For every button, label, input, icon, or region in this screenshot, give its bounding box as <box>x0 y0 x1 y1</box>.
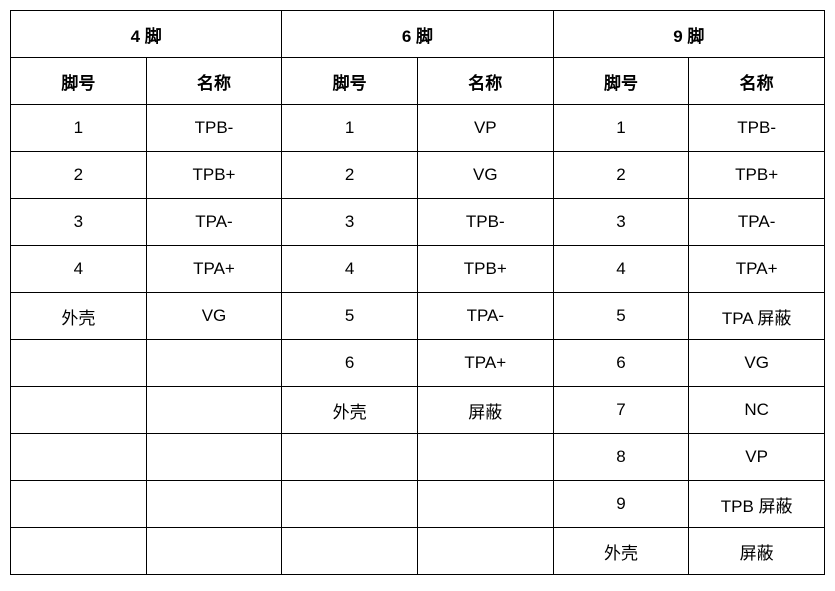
cell: 2 <box>553 152 689 199</box>
cell: 2 <box>11 152 147 199</box>
cell: VP <box>417 105 553 152</box>
cell: TPA+ <box>417 340 553 387</box>
cell: TPB+ <box>417 246 553 293</box>
cell: 4 <box>282 246 418 293</box>
cell: 3 <box>553 199 689 246</box>
cell <box>282 528 418 575</box>
header-4pin: 4 脚 <box>11 11 282 58</box>
subheader-pin-6: 脚号 <box>282 58 418 105</box>
header-9pin: 9 脚 <box>553 11 824 58</box>
cell: 外壳 <box>553 528 689 575</box>
table-header-top: 4 脚 6 脚 9 脚 <box>11 11 825 58</box>
cell: 5 <box>282 293 418 340</box>
cell: 屏蔽 <box>689 528 825 575</box>
cell: TPB- <box>689 105 825 152</box>
cell: 屏蔽 <box>417 387 553 434</box>
cell: 4 <box>553 246 689 293</box>
table-row: 3 TPA- 3 TPB- 3 TPA- <box>11 199 825 246</box>
table-row: 外壳 屏蔽 <box>11 528 825 575</box>
cell <box>417 481 553 528</box>
subheader-name-6: 名称 <box>417 58 553 105</box>
cell: TPA- <box>417 293 553 340</box>
cell: TPB 屏蔽 <box>689 481 825 528</box>
cell: TPA+ <box>689 246 825 293</box>
pinout-table: 4 脚 6 脚 9 脚 脚号 名称 脚号 名称 脚号 名称 1 TPB- 1 V… <box>10 10 825 575</box>
subheader-name-4: 名称 <box>146 58 282 105</box>
cell: VG <box>146 293 282 340</box>
cell: NC <box>689 387 825 434</box>
cell <box>146 387 282 434</box>
table-header-sub: 脚号 名称 脚号 名称 脚号 名称 <box>11 58 825 105</box>
cell: 2 <box>282 152 418 199</box>
cell <box>11 434 147 481</box>
cell: TPB- <box>417 199 553 246</box>
cell: 9 <box>553 481 689 528</box>
cell <box>146 434 282 481</box>
table-row: 4 TPA+ 4 TPB+ 4 TPA+ <box>11 246 825 293</box>
subheader-name-9: 名称 <box>689 58 825 105</box>
table-row: 1 TPB- 1 VP 1 TPB- <box>11 105 825 152</box>
cell: 6 <box>282 340 418 387</box>
cell <box>282 434 418 481</box>
cell: 外壳 <box>11 293 147 340</box>
table-row: 6 TPA+ 6 VG <box>11 340 825 387</box>
cell: TPB+ <box>689 152 825 199</box>
cell: 6 <box>553 340 689 387</box>
cell <box>11 387 147 434</box>
cell: TPA- <box>146 199 282 246</box>
table-row: 8 VP <box>11 434 825 481</box>
table-row: 外壳 屏蔽 7 NC <box>11 387 825 434</box>
cell <box>282 481 418 528</box>
table-row: 2 TPB+ 2 VG 2 TPB+ <box>11 152 825 199</box>
cell: 4 <box>11 246 147 293</box>
cell: 3 <box>282 199 418 246</box>
table-row: 外壳 VG 5 TPA- 5 TPA 屏蔽 <box>11 293 825 340</box>
cell <box>11 528 147 575</box>
cell <box>11 481 147 528</box>
cell: TPB+ <box>146 152 282 199</box>
cell: 3 <box>11 199 147 246</box>
cell: 1 <box>282 105 418 152</box>
cell: 7 <box>553 387 689 434</box>
cell: 8 <box>553 434 689 481</box>
cell: TPB- <box>146 105 282 152</box>
cell <box>11 340 147 387</box>
cell: 5 <box>553 293 689 340</box>
cell: TPA+ <box>146 246 282 293</box>
table-body: 1 TPB- 1 VP 1 TPB- 2 TPB+ 2 VG 2 TPB+ 3 … <box>11 105 825 575</box>
subheader-pin-4: 脚号 <box>11 58 147 105</box>
cell <box>146 340 282 387</box>
cell: 外壳 <box>282 387 418 434</box>
cell <box>146 528 282 575</box>
cell: 1 <box>11 105 147 152</box>
table-row: 9 TPB 屏蔽 <box>11 481 825 528</box>
cell <box>146 481 282 528</box>
cell: 1 <box>553 105 689 152</box>
cell: TPA- <box>689 199 825 246</box>
cell: VP <box>689 434 825 481</box>
cell: VG <box>417 152 553 199</box>
cell: VG <box>689 340 825 387</box>
subheader-pin-9: 脚号 <box>553 58 689 105</box>
cell: TPA 屏蔽 <box>689 293 825 340</box>
header-6pin: 6 脚 <box>282 11 553 58</box>
cell <box>417 434 553 481</box>
cell <box>417 528 553 575</box>
